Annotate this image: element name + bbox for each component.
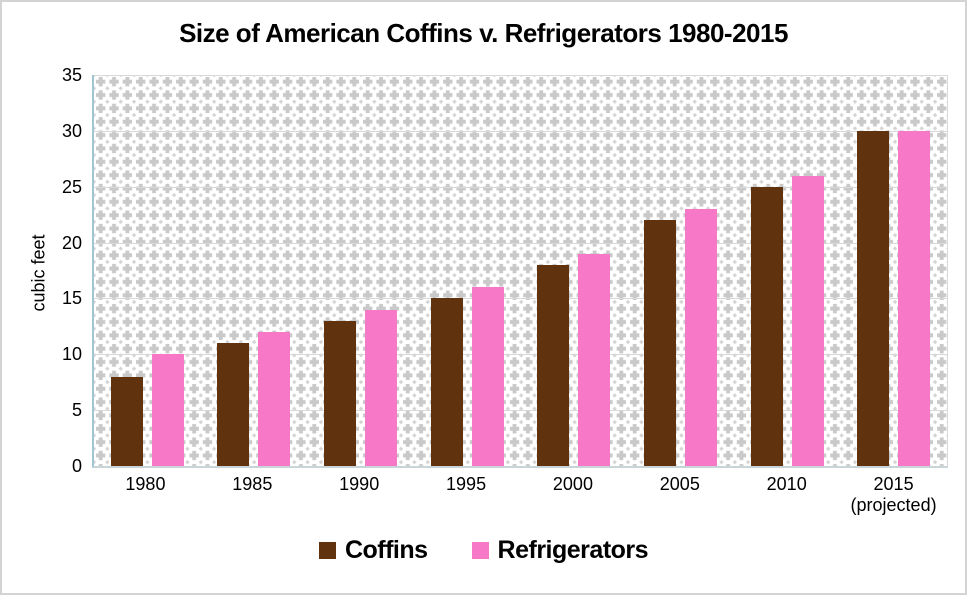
plot-area <box>92 75 948 468</box>
gridline-35 <box>94 75 947 76</box>
bar-group-1985 <box>201 75 308 466</box>
y-tick-label-0: 0 <box>71 456 82 476</box>
bar-group-2000 <box>521 75 628 466</box>
gridline-15 <box>94 298 947 300</box>
bar-refrigerators-1995 <box>471 287 504 466</box>
y-tick-label-20: 20 <box>61 232 82 253</box>
x-tick-label-1985: 1985 <box>232 474 273 494</box>
bar-refrigerators-2000 <box>578 253 611 466</box>
gridline-20 <box>94 242 947 244</box>
bar-refrigerators-2005 <box>684 209 717 466</box>
bar-group-2015 <box>840 75 947 466</box>
bar-coffins-1985 <box>217 343 250 466</box>
bar-group-2005 <box>627 75 734 466</box>
legend-label-coffins: Coffins <box>344 536 428 564</box>
bar-refrigerators-1980 <box>151 354 184 466</box>
x-tick-label-1990: 1990 <box>339 474 380 494</box>
y-tick-label-30: 30 <box>61 120 82 141</box>
bar-coffins-1995 <box>430 298 463 466</box>
bar-group-2010 <box>734 75 841 466</box>
y-tick-label-15: 15 <box>61 288 82 309</box>
gridline-5 <box>94 410 947 412</box>
legend-swatch-refrigerators <box>471 542 489 559</box>
bar-coffins-2015 <box>857 130 890 466</box>
legend-item-refrigerators: Refrigerators <box>471 536 649 565</box>
legend: Coffins Refrigerators <box>2 536 965 565</box>
bar-refrigerators-2010 <box>791 175 824 466</box>
bar-group-1990 <box>307 75 414 466</box>
x-tick-label-2005: 2005 <box>659 474 700 494</box>
y-tick-label-5: 5 <box>71 400 82 421</box>
legend-swatch-coffins <box>318 542 336 559</box>
x-tick-label-1980: 1980 <box>125 474 166 494</box>
gridline-30 <box>94 130 947 132</box>
x-tick-note: (projected) <box>850 495 937 515</box>
bar-coffins-1980 <box>110 376 143 466</box>
bar-coffins-1990 <box>324 320 357 466</box>
x-tick-label-2015: 2015 (projected) <box>840 474 947 516</box>
bar-group-1995 <box>414 75 521 466</box>
x-tick-label-2000: 2000 <box>552 474 593 494</box>
y-tick-label-10: 10 <box>61 344 82 365</box>
y-tick-label-35: 35 <box>61 65 82 85</box>
bar-coffins-2010 <box>750 186 783 466</box>
bar-group-1980 <box>94 75 201 466</box>
bar-refrigerators-1990 <box>365 309 398 466</box>
bar-coffins-2000 <box>537 264 570 466</box>
x-axis-labels: 1980 1985 1990 1995 2000 2005 2010 2015 (project… <box>92 474 947 516</box>
bar-refrigerators-1985 <box>258 331 291 466</box>
gridline-10 <box>94 354 947 356</box>
x-tick-label-1995: 1995 <box>446 474 487 494</box>
bar-refrigerators-2015 <box>898 130 931 466</box>
chart-title: Size of American Coffins v. Refrigerator… <box>179 18 788 48</box>
x-tick-label-2010: 2010 <box>766 474 807 494</box>
legend-label-refrigerators: Refrigerators <box>497 536 649 564</box>
bar-coffins-2005 <box>643 220 676 466</box>
gridline-25 <box>94 186 947 188</box>
legend-item-coffins: Coffins <box>318 536 428 565</box>
y-tick-label-25: 25 <box>61 176 82 197</box>
